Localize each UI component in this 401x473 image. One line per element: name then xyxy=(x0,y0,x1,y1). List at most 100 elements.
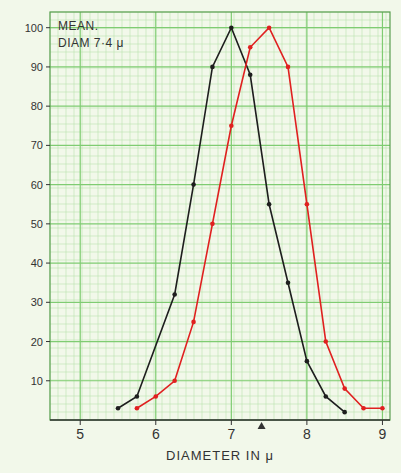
grid-line xyxy=(50,66,390,67)
paper-line xyxy=(50,340,390,341)
annotation: MEAN. xyxy=(58,19,99,33)
grid-line xyxy=(50,380,390,381)
plot-frame xyxy=(50,12,390,420)
paper-line xyxy=(50,284,390,285)
grid xyxy=(50,12,390,420)
x-tick-label: 7 xyxy=(227,426,235,442)
series-point xyxy=(323,394,328,399)
mean-marker xyxy=(258,422,266,429)
series-point xyxy=(248,45,253,50)
paper-line xyxy=(82,12,83,420)
paper-line xyxy=(50,180,390,181)
series-point xyxy=(153,394,158,399)
paper-line xyxy=(226,12,227,420)
series-line xyxy=(137,28,383,409)
paper-line xyxy=(138,12,139,420)
paper-line xyxy=(370,12,371,420)
paper-line xyxy=(50,108,390,109)
paper-line xyxy=(362,12,363,420)
paper-line xyxy=(50,380,390,381)
paper-line xyxy=(50,68,390,69)
y-tick xyxy=(46,341,50,342)
paper-line xyxy=(50,196,390,197)
grid-line xyxy=(50,341,390,342)
paper-line xyxy=(50,252,390,253)
paper-line xyxy=(258,12,259,420)
series-point xyxy=(210,65,215,70)
paper-line xyxy=(50,220,390,221)
paper-line xyxy=(50,348,390,349)
paper-line xyxy=(50,268,390,269)
series-point xyxy=(267,202,272,207)
paper-line xyxy=(50,100,390,101)
paper-line xyxy=(274,12,275,420)
chart: 56789102030405060708090100DIAMETER IN μM… xyxy=(0,0,401,473)
paper-line xyxy=(50,412,390,413)
grid-line xyxy=(50,262,390,263)
grid-line xyxy=(50,223,390,224)
series-point xyxy=(380,406,385,411)
x-tick xyxy=(80,420,81,425)
paper-line xyxy=(202,12,203,420)
y-tick-label: 50 xyxy=(31,218,43,230)
x-tick xyxy=(382,420,383,425)
paper-line xyxy=(170,12,171,420)
y-tick-label: 70 xyxy=(31,139,43,151)
paper-line xyxy=(50,396,390,397)
paper-line xyxy=(386,12,387,420)
paper-line xyxy=(162,12,163,420)
series-point xyxy=(305,202,310,207)
paper-line xyxy=(98,12,99,420)
paper-line xyxy=(50,28,390,29)
grid-line xyxy=(231,12,232,420)
paper-line xyxy=(50,228,390,229)
y-tick-label: 10 xyxy=(31,375,43,387)
y-tick xyxy=(46,302,50,303)
y-tick xyxy=(46,66,50,67)
paper-line xyxy=(194,12,195,420)
paper-line xyxy=(146,12,147,420)
x-tick-label: 5 xyxy=(76,426,84,442)
paper-line xyxy=(66,12,67,420)
paper-line xyxy=(50,172,390,173)
paper-line xyxy=(354,12,355,420)
series-point xyxy=(323,339,328,344)
grid-line xyxy=(50,27,390,28)
paper-line xyxy=(50,300,390,301)
annotation: DIAM 7·4 μ xyxy=(58,36,124,50)
grid-line xyxy=(50,145,390,146)
paper-line xyxy=(50,140,390,141)
paper-line xyxy=(74,12,75,420)
y-tick-label: 20 xyxy=(31,336,43,348)
y-tick-label: 100 xyxy=(25,22,43,34)
x-tick-label: 9 xyxy=(379,426,387,442)
y-tick xyxy=(46,145,50,146)
paper-line xyxy=(378,12,379,420)
paper-line xyxy=(210,12,211,420)
series-point xyxy=(210,222,215,227)
paper-line xyxy=(298,12,299,420)
paper-line xyxy=(50,356,390,357)
grid-line xyxy=(50,302,390,303)
y-tick-label: 90 xyxy=(31,61,43,73)
paper-line xyxy=(50,212,390,213)
series-point xyxy=(172,378,177,383)
series-point xyxy=(229,25,234,30)
x-tick xyxy=(306,420,307,425)
paper-line xyxy=(346,12,347,420)
paper-line xyxy=(50,324,390,325)
paper-line xyxy=(50,156,390,157)
paper-line xyxy=(242,12,243,420)
series-point xyxy=(248,72,253,77)
background xyxy=(0,0,401,473)
grid-line xyxy=(80,12,81,420)
y-tick xyxy=(46,380,50,381)
paper-line xyxy=(50,20,390,21)
paper-line xyxy=(106,12,107,420)
x-tick-label: 6 xyxy=(152,426,160,442)
paper-line xyxy=(122,12,123,420)
y-tick-label: 40 xyxy=(31,257,43,269)
paper-line xyxy=(50,244,390,245)
series-point xyxy=(191,182,196,187)
paper-line xyxy=(50,148,390,149)
